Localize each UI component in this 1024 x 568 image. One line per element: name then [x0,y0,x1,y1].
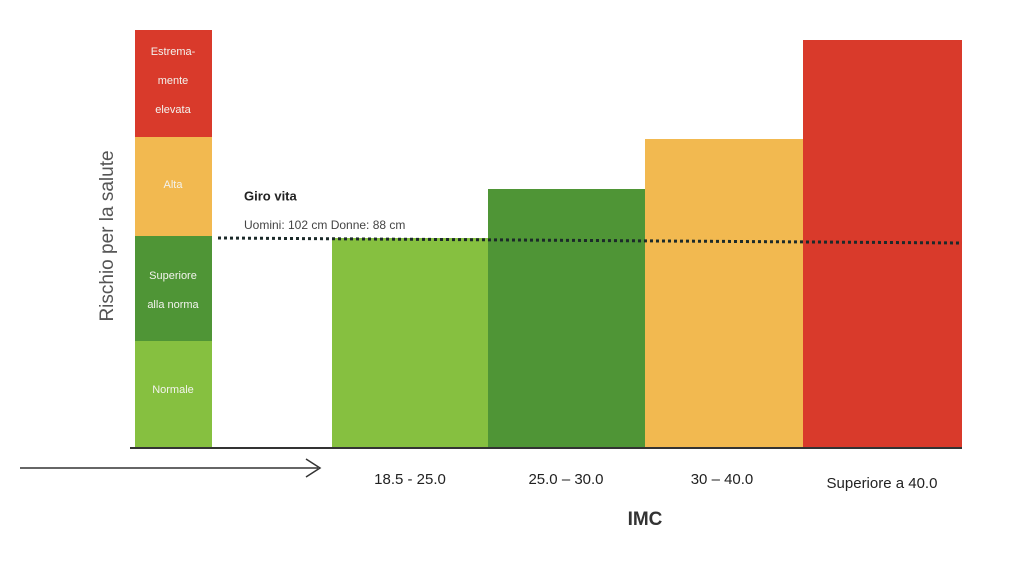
bar [645,139,803,447]
risk-label: Alta [164,179,184,191]
risk-band [135,30,212,137]
risk-band [135,236,212,341]
category-label: 25.0 – 30.0 [528,471,603,488]
waist-title: Giro vita [244,188,298,203]
risk-label: mente [158,75,189,87]
x-axis-label: IMC [628,509,663,530]
bar [803,40,962,447]
category-label: Superiore a 40.0 [827,475,938,492]
category-label: 30 – 40.0 [691,471,754,488]
y-axis-label: Rischio per la salute [97,150,118,321]
risk-label: Superiore [149,270,197,282]
risk-label: elevata [155,104,191,116]
risk-band [135,137,212,236]
bar [488,189,645,447]
arrow-head [305,458,322,478]
bar [332,238,488,447]
risk-band [135,341,212,447]
waist-line [217,236,963,245]
risk-label: alla norma [147,299,199,311]
waist-text: Uomini: 102 cm Donne: 88 cm [244,218,405,232]
category-label: 18.5 - 25.0 [374,471,446,488]
risk-label: Estrema- [151,46,196,58]
risk-label: Normale [152,384,194,396]
